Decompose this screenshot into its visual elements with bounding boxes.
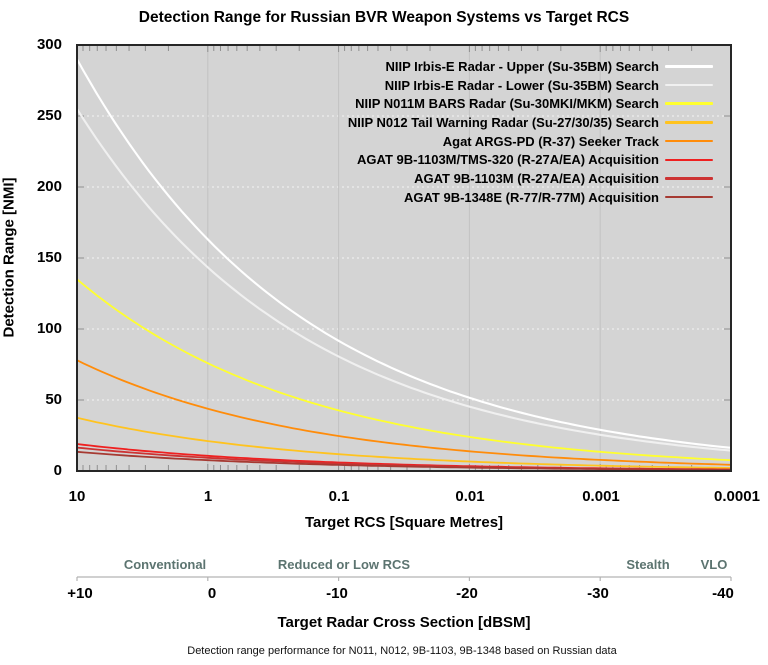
x-tick-0p0001: 0.0001 bbox=[714, 488, 760, 505]
y-tick-200: 200 bbox=[36, 178, 62, 195]
y-tick-250: 250 bbox=[36, 107, 62, 124]
legend-label: AGAT 9B-1103M/TMS-320 (R-27A/EA) Acquisi… bbox=[357, 152, 659, 168]
line-swatch-icon bbox=[665, 102, 713, 105]
dbsm-tick-m10: -10 bbox=[326, 585, 348, 602]
legend-label: NIIP Irbis-E Radar - Lower (Su-35BM) Sea… bbox=[384, 77, 659, 93]
legend-item: NIIP N011M BARS Radar (Su-30MKI/MKM) Sea… bbox=[348, 94, 713, 113]
legend-label: AGAT 9B-1348E (R-77/R-77M) Acquisition bbox=[404, 189, 659, 205]
line-swatch-icon bbox=[665, 177, 713, 180]
dbsm-tick-p10: +10 bbox=[67, 585, 93, 602]
legend-label: AGAT 9B-1103M (R-27A/EA) Acquisition bbox=[414, 170, 659, 186]
rcs-zone-reduced: Reduced or Low RCS bbox=[277, 557, 411, 572]
line-swatch-icon bbox=[665, 83, 713, 87]
legend-label: NIIP N011M BARS Radar (Su-30MKI/MKM) Sea… bbox=[355, 96, 659, 112]
dbsm-axis-title: Target Radar Cross Section [dBSM] bbox=[277, 614, 531, 631]
dbsm-tick-0: 0 bbox=[207, 585, 217, 602]
line-swatch-icon bbox=[665, 65, 713, 68]
legend-item: AGAT 9B-1103M (R-27A/EA) Acquisition bbox=[348, 169, 713, 188]
y-tick-100: 100 bbox=[36, 320, 62, 337]
y-tick-0: 0 bbox=[53, 462, 62, 479]
x-tick-10: 10 bbox=[68, 488, 86, 505]
x-tick-0p01: 0.01 bbox=[455, 488, 485, 505]
legend-item: AGAT 9B-1348E (R-77/R-77M) Acquisition bbox=[348, 188, 713, 207]
legend-label: Agat ARGS-PD (R-37) Seeker Track bbox=[442, 133, 659, 149]
footnote: Detection range performance for N011, N0… bbox=[187, 645, 617, 657]
x-tick-1: 1 bbox=[203, 488, 213, 505]
legend: NIIP Irbis-E Radar - Upper (Su-35BM) Sea… bbox=[348, 57, 713, 207]
y-tick-150: 150 bbox=[36, 249, 62, 266]
x-axis-title: Target RCS [Square Metres] bbox=[304, 514, 504, 531]
legend-item: AGAT 9B-1103M/TMS-320 (R-27A/EA) Acquisi… bbox=[348, 150, 713, 169]
line-swatch-icon bbox=[665, 195, 713, 199]
x-tick-0p1: 0.1 bbox=[328, 488, 350, 505]
x-tick-0p001: 0.001 bbox=[582, 488, 620, 505]
y-tick-300: 300 bbox=[36, 36, 62, 53]
legend-item: NIIP Irbis-E Radar - Upper (Su-35BM) Sea… bbox=[348, 57, 713, 76]
dbsm-tick-m40: -40 bbox=[712, 585, 734, 602]
line-swatch-icon bbox=[665, 139, 713, 143]
dbsm-tick-m20: -20 bbox=[456, 585, 478, 602]
dbsm-tick-m30: -30 bbox=[587, 585, 609, 602]
legend-label: NIIP Irbis-E Radar - Upper (Su-35BM) Sea… bbox=[385, 58, 659, 74]
legend-label: NIIP N012 Tail Warning Radar (Su-27/30/3… bbox=[347, 114, 659, 130]
rcs-zone-conventional: Conventional bbox=[123, 557, 207, 572]
legend-item: NIIP N012 Tail Warning Radar (Su-27/30/3… bbox=[348, 113, 713, 132]
line-swatch-icon bbox=[665, 158, 713, 162]
y-tick-50: 50 bbox=[45, 391, 62, 408]
line-swatch-icon bbox=[665, 121, 713, 124]
legend-item: NIIP Irbis-E Radar - Lower (Su-35BM) Sea… bbox=[348, 76, 713, 95]
rcs-zone-vlo: VLO bbox=[700, 557, 728, 572]
chart-title: Detection Range for Russian BVR Weapon S… bbox=[138, 9, 630, 26]
legend-item: Agat ARGS-PD (R-37) Seeker Track bbox=[348, 132, 713, 151]
rcs-zone-stealth: Stealth bbox=[626, 557, 670, 572]
